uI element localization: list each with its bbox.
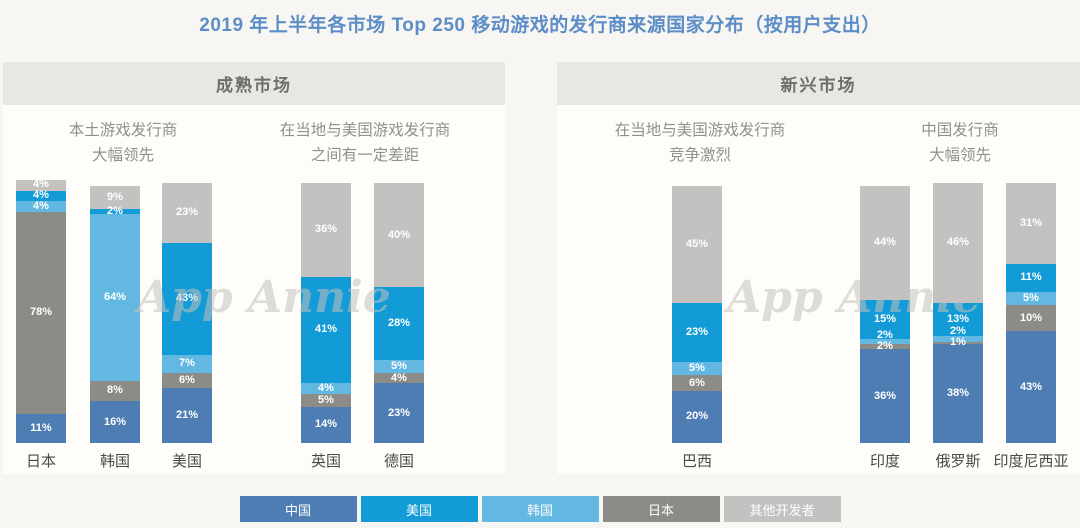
group-title-line: 在当地与美国游戏发行商 — [279, 122, 451, 139]
panel-header-label: 成熟市场 — [216, 76, 292, 95]
legend-item-china: 中国 — [239, 496, 357, 522]
legend-label: 韩国 — [526, 502, 553, 518]
group-title-local-vs-us: 在当地与美国游戏发行商 竞争激烈 — [570, 118, 830, 168]
group-title-china-leads: 中国发行商 大幅领先 — [830, 118, 1080, 168]
legend-item-korea: 韩国 — [481, 496, 599, 522]
panel-emerging-markets: 新兴市场 在当地与美国游戏发行商 竞争激烈 中国发行商 大幅领先 — [557, 62, 1080, 474]
group-title-line: 大幅领先 — [928, 147, 991, 164]
panel-header-mature: 成熟市场 — [3, 62, 505, 105]
legend-item-japan: 日本 — [602, 496, 720, 522]
chart-legend: 中国 美国 韩国 日本 其他开发者 — [0, 496, 1080, 522]
legend-label: 日本 — [647, 502, 674, 518]
group-title-line: 竞争激烈 — [668, 147, 731, 164]
group-title-line: 大幅领先 — [91, 147, 154, 164]
group-title-line: 本土游戏发行商 — [68, 122, 178, 139]
legend-item-other: 其他开发者 — [723, 496, 841, 522]
legend-item-usa: 美国 — [360, 496, 478, 522]
group-title-line: 之间有一定差距 — [310, 147, 420, 164]
group-title-gap-with-us: 在当地与美国游戏发行商 之间有一定差距 — [235, 118, 495, 168]
panel-mature-markets: 成熟市场 本土游戏发行商 大幅领先 在当地与美国游戏发行商 之间有一定差距 — [3, 62, 505, 474]
legend-label: 美国 — [405, 502, 432, 518]
watermark-app-annie: App Annie — [137, 272, 391, 323]
page-title: 2019 年上半年各市场 Top 250 移动游戏的发行商来源国家分布（按用户支… — [199, 15, 881, 36]
group-title-line: 在当地与美国游戏发行商 — [614, 122, 786, 139]
panel-header-emerging: 新兴市场 — [557, 62, 1080, 105]
watermark-app-annie: App Annie — [727, 272, 981, 323]
panel-header-label: 新兴市场 — [780, 76, 857, 95]
legend-label: 其他开发者 — [749, 502, 815, 518]
group-title-local-leaders: 本土游戏发行商 大幅领先 — [0, 118, 253, 168]
group-title-line: 中国发行商 — [921, 122, 999, 139]
legend-label: 中国 — [284, 502, 311, 518]
